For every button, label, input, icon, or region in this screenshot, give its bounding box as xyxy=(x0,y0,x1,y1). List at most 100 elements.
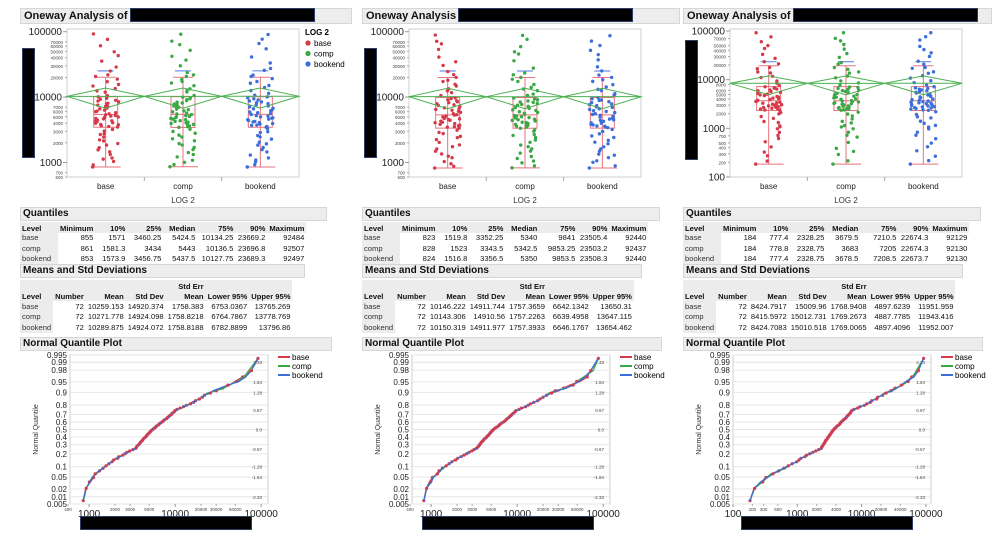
quantiles-header[interactable]: Quantiles xyxy=(683,207,981,221)
data-point xyxy=(613,92,617,96)
level-cell: bookend xyxy=(20,253,58,264)
column-header: Median xyxy=(826,222,861,233)
column-header-top xyxy=(205,280,250,291)
nq-plot-header[interactable]: Normal Quantile Plot xyxy=(683,337,983,351)
nq-legend-item[interactable]: base xyxy=(634,353,652,362)
data-point xyxy=(776,136,781,141)
group-bookend xyxy=(561,34,643,170)
data-point xyxy=(191,122,196,127)
nq-legend-item[interactable]: comp xyxy=(634,362,654,371)
nq-point xyxy=(571,383,575,387)
data-point xyxy=(248,110,252,114)
column-header-top: Std Err xyxy=(828,280,869,291)
data-point xyxy=(601,119,606,124)
cell: 184 xyxy=(743,243,757,253)
cell: 1757.3933 xyxy=(509,322,545,332)
quantiles-header[interactable]: Quantiles xyxy=(20,207,327,221)
data-point xyxy=(839,97,843,102)
data-point xyxy=(270,121,275,126)
data-point xyxy=(255,111,260,115)
data-point xyxy=(760,52,765,57)
data-point xyxy=(522,111,527,116)
data-point xyxy=(775,79,779,83)
prob-tick-label: 0.7 xyxy=(719,410,731,419)
cell: 14910.56 xyxy=(473,312,506,322)
data-point xyxy=(516,52,521,56)
data-point xyxy=(264,47,268,51)
nq-legend-item[interactable]: bookend xyxy=(292,371,323,380)
nq-point xyxy=(435,472,440,476)
data-point xyxy=(765,159,769,163)
data-point xyxy=(441,79,445,84)
redacted-y-axis-label xyxy=(22,48,35,158)
cell: 4897.6239 xyxy=(874,301,911,311)
cell: 828 xyxy=(422,243,436,253)
quantiles-table: Level Minimum 10% 25% Median 75% 90% Maximum bas… xyxy=(20,222,307,264)
means-header[interactable]: Means and Std Deviations xyxy=(683,264,963,278)
y-minor-tick-label: 500 xyxy=(718,141,726,146)
legend-item[interactable]: comp xyxy=(314,50,334,59)
level-cell: comp xyxy=(362,243,400,254)
prob-tick-label: 0.8 xyxy=(398,401,410,410)
nq-legend-item[interactable]: base xyxy=(955,353,973,362)
x-minor-tick-label: 20000 xyxy=(537,507,550,512)
means-header[interactable]: Means and Std Deviations xyxy=(20,264,305,278)
column-header: 90% xyxy=(577,222,610,233)
data-point xyxy=(192,139,197,143)
legend-item[interactable]: bookend xyxy=(314,60,345,69)
nq-point xyxy=(837,423,841,427)
nq-point xyxy=(865,402,869,406)
oneway-title-bar[interactable]: Oneway Analysis of xyxy=(683,8,992,24)
z-tick-label: -1.64 xyxy=(252,475,263,480)
nq-point xyxy=(753,486,757,491)
cell: 23689.3 xyxy=(237,254,266,264)
nq-plot-header[interactable]: Normal Quantile Plot xyxy=(20,337,332,351)
quantiles-header[interactable]: Quantiles xyxy=(362,207,660,221)
data-point xyxy=(529,154,534,159)
oneway-title-bar[interactable]: Oneway Analysis of xyxy=(20,8,352,24)
quantiles-table: Level Minimum 10% 25% Median 75% 90% Maximum bas… xyxy=(683,222,970,264)
quantiles-title: Quantiles xyxy=(365,208,411,219)
y-minor-tick-label: 40000 xyxy=(713,48,726,53)
data-point xyxy=(189,112,194,117)
data-point xyxy=(188,127,192,131)
data-point xyxy=(601,78,605,82)
nq-point xyxy=(481,438,485,442)
data-point xyxy=(910,66,914,70)
group-bookend xyxy=(884,31,963,166)
nq-point xyxy=(843,417,847,421)
nq-plot-header[interactable]: Normal Quantile Plot xyxy=(362,337,662,351)
column-header: Number xyxy=(716,290,749,301)
column-header-top: Std Err xyxy=(507,280,547,291)
nq-legend-item[interactable]: comp xyxy=(955,362,975,371)
data-point xyxy=(510,118,514,123)
cell: 1769.2673 xyxy=(830,312,867,322)
nq-point xyxy=(771,472,775,476)
table-row: base 184 777.4 2328.25 3679.5 7210.5 22674.3 92… xyxy=(683,232,969,243)
data-point xyxy=(770,102,775,106)
nq-legend-item[interactable]: bookend xyxy=(955,371,986,380)
column-header: 90% xyxy=(235,222,268,233)
data-point xyxy=(94,116,98,121)
data-point xyxy=(97,138,102,142)
cell: 7210.5 xyxy=(873,233,897,243)
data-point xyxy=(266,32,270,37)
data-point xyxy=(95,109,99,113)
data-point xyxy=(842,47,846,51)
cell: 2328.25 xyxy=(796,233,825,243)
nq-legend-item[interactable]: base xyxy=(292,353,310,362)
nq-legend-item[interactable]: bookend xyxy=(634,371,665,380)
means-header[interactable]: Means and Std Deviations xyxy=(362,264,642,278)
nq-point xyxy=(822,442,826,446)
data-point xyxy=(108,152,112,157)
nq-legend-item[interactable]: comp xyxy=(292,362,312,371)
data-point xyxy=(446,98,450,102)
data-point xyxy=(249,112,253,117)
legend-item[interactable]: base xyxy=(314,39,332,48)
data-point xyxy=(449,96,453,101)
data-point xyxy=(116,115,120,119)
oneway-title-bar[interactable]: Oneway Analysis xyxy=(362,8,680,24)
data-point xyxy=(257,120,262,125)
nq-point xyxy=(146,432,150,436)
column-header-top xyxy=(362,280,396,291)
